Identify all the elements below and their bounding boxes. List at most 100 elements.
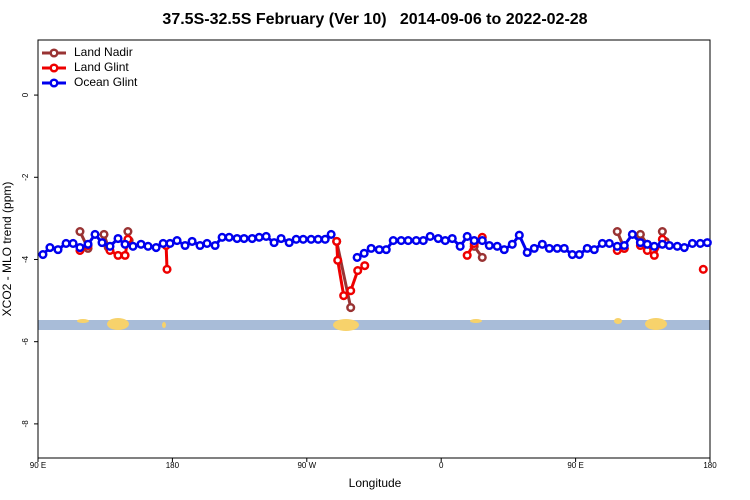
data-point xyxy=(254,232,264,242)
data-point xyxy=(559,243,569,253)
plot-frame xyxy=(37,39,711,459)
data-point xyxy=(589,245,599,255)
legend-label: Land Glint xyxy=(74,60,129,74)
data-point xyxy=(672,241,682,251)
x-tick-label: 180 xyxy=(703,461,717,470)
data-point xyxy=(359,248,369,258)
data-point xyxy=(38,249,48,260)
x-tick-label: 90 W xyxy=(297,461,316,470)
data-point xyxy=(374,245,384,255)
data-point xyxy=(195,240,205,251)
data-point xyxy=(53,245,63,255)
data-point xyxy=(612,241,622,251)
legend-marker xyxy=(49,63,59,73)
data-point xyxy=(597,238,607,249)
data-point xyxy=(224,232,234,242)
data-point xyxy=(113,250,123,260)
data-point xyxy=(433,233,443,244)
data-point xyxy=(83,239,93,249)
data-point xyxy=(499,245,509,255)
data-point xyxy=(425,231,435,242)
data-point xyxy=(352,252,362,262)
data-point xyxy=(75,226,85,237)
data-point xyxy=(396,236,406,246)
data-point xyxy=(649,241,659,251)
data-point xyxy=(418,236,428,246)
legend-label: Ocean Glint xyxy=(74,75,138,89)
data-point xyxy=(635,229,645,239)
data-point xyxy=(353,266,363,276)
data-point xyxy=(507,239,517,249)
data-point xyxy=(269,238,279,248)
data-point xyxy=(698,264,708,274)
data-point xyxy=(649,250,659,260)
data-point xyxy=(360,261,370,271)
data-point xyxy=(90,229,100,239)
data-point xyxy=(477,252,487,262)
data-point xyxy=(664,240,674,251)
data-point xyxy=(180,240,190,251)
data-point xyxy=(462,250,472,260)
data-point xyxy=(123,226,133,237)
x-tick-label: 90 E xyxy=(30,461,46,470)
data-point xyxy=(68,238,78,249)
data-point xyxy=(403,236,413,246)
data-point xyxy=(411,236,421,246)
data-point xyxy=(162,264,172,274)
data-point xyxy=(544,243,554,253)
data-point xyxy=(339,291,349,301)
data-point xyxy=(537,239,547,249)
data-point xyxy=(97,238,107,248)
data-point xyxy=(657,239,667,249)
map-strip xyxy=(38,318,710,331)
data-point xyxy=(45,243,55,253)
data-point xyxy=(687,238,697,249)
data-point xyxy=(582,243,592,253)
data-point xyxy=(165,238,175,249)
data-point xyxy=(143,241,153,251)
data-point xyxy=(440,236,450,246)
data-point xyxy=(484,240,494,251)
data-point xyxy=(604,238,614,249)
data-point xyxy=(232,233,242,244)
legend-marker xyxy=(49,48,59,58)
data-point xyxy=(151,243,161,253)
data-point xyxy=(326,229,336,239)
data-point xyxy=(462,231,472,242)
x-tick-label: 0 xyxy=(439,461,444,470)
data-point xyxy=(381,245,391,255)
data-point xyxy=(247,233,257,244)
data-point xyxy=(172,236,182,246)
legend-marker xyxy=(49,78,59,88)
data-point xyxy=(158,238,168,249)
data-point xyxy=(210,240,220,251)
data-point xyxy=(612,226,622,237)
data-point xyxy=(642,239,652,249)
data-point xyxy=(492,241,502,251)
data-point xyxy=(239,233,249,244)
data-point xyxy=(128,241,138,251)
data-point xyxy=(514,230,524,240)
data-point xyxy=(552,243,562,253)
data-point xyxy=(388,236,398,246)
data-point xyxy=(298,234,308,244)
data-point xyxy=(202,238,212,249)
data-point xyxy=(306,234,316,244)
data-point xyxy=(113,233,123,244)
data-point xyxy=(366,243,376,253)
y-tick-label: -4 xyxy=(21,255,30,263)
data-point xyxy=(276,233,286,244)
data-point xyxy=(291,234,301,244)
data-point xyxy=(217,232,227,242)
data-point xyxy=(136,239,146,249)
data-point xyxy=(679,243,689,253)
data-point xyxy=(61,238,71,249)
data-point xyxy=(695,238,705,249)
y-tick-label: 0 xyxy=(21,92,30,97)
data-point xyxy=(635,238,645,248)
data-point xyxy=(284,238,294,248)
data-point xyxy=(447,233,457,244)
data-point xyxy=(313,234,323,244)
x-tick-label: 180 xyxy=(166,461,180,470)
